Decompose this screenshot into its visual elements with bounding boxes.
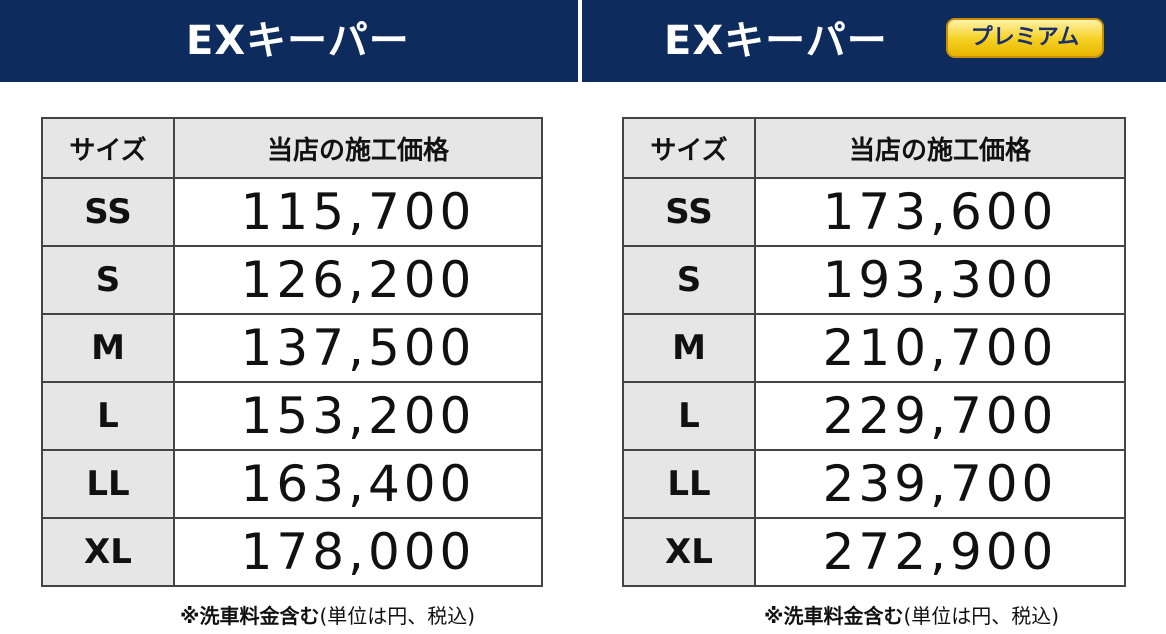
price-cell: 173,600 [754, 177, 1126, 247]
size-cell: L [41, 381, 175, 451]
price-cell: 193,300 [754, 245, 1126, 315]
size-column-header: サイズ [622, 117, 756, 179]
price-cell: 126,200 [173, 245, 543, 315]
right-banner: EXキーパー プレミアム [582, 0, 1166, 82]
table-row: S 193,300 [622, 245, 1126, 315]
size-cell: M [622, 313, 756, 383]
size-cell: L [622, 381, 756, 451]
size-cell: SS [41, 177, 175, 247]
price-cell: 229,700 [754, 381, 1126, 451]
footnote-bold: ※洗車料金含む [180, 604, 320, 628]
price-cell: 153,200 [173, 381, 543, 451]
premium-badge: プレミアム [946, 18, 1104, 58]
left-price-table: サイズ 当店の施工価格 SS 115,700 S 126,200 M 137,5… [41, 117, 543, 587]
size-cell: S [41, 245, 175, 315]
right-price-table: サイズ 当店の施工価格 SS 173,600 S 193,300 M 210,7… [622, 117, 1126, 587]
table-row: XL 178,000 [41, 517, 543, 587]
left-banner-title: EXキーパー [186, 18, 410, 64]
price-cell: 272,900 [754, 517, 1126, 587]
table-row: SS 173,600 [622, 177, 1126, 247]
left-footnote: ※洗車料金含む(単位は円、税込) [180, 600, 475, 629]
table-row: M 210,700 [622, 313, 1126, 383]
price-cell: 178,000 [173, 517, 543, 587]
price-cell: 210,700 [754, 313, 1126, 383]
price-column-header: 当店の施工価格 [754, 117, 1126, 179]
table-row: M 137,500 [41, 313, 543, 383]
table-row: XL 272,900 [622, 517, 1126, 587]
table-row: LL 239,700 [622, 449, 1126, 519]
size-cell: LL [622, 449, 756, 519]
size-cell: XL [41, 517, 175, 587]
table-row: L 229,700 [622, 381, 1126, 451]
table-header-row: サイズ 当店の施工価格 [41, 117, 543, 179]
price-cell: 163,400 [173, 449, 543, 519]
size-column-header: サイズ [41, 117, 175, 179]
size-cell: S [622, 245, 756, 315]
table-header-row: サイズ 当店の施工価格 [622, 117, 1126, 179]
price-cell: 239,700 [754, 449, 1126, 519]
right-footnote: ※洗車料金含む(単位は円、税込) [764, 600, 1059, 629]
right-banner-title: EXキーパー [664, 18, 888, 64]
left-banner: EXキーパー [0, 0, 578, 82]
size-cell: XL [622, 517, 756, 587]
price-cell: 115,700 [173, 177, 543, 247]
price-cell: 137,500 [173, 313, 543, 383]
table-row: SS 115,700 [41, 177, 543, 247]
footnote-bold: ※洗車料金含む [764, 604, 904, 628]
table-row: S 126,200 [41, 245, 543, 315]
size-cell: M [41, 313, 175, 383]
size-cell: LL [41, 449, 175, 519]
size-cell: SS [622, 177, 756, 247]
footnote-unit: (単位は円、税込) [903, 604, 1060, 628]
price-column-header: 当店の施工価格 [173, 117, 543, 179]
table-row: LL 163,400 [41, 449, 543, 519]
footnote-unit: (単位は円、税込) [319, 604, 476, 628]
table-row: L 153,200 [41, 381, 543, 451]
